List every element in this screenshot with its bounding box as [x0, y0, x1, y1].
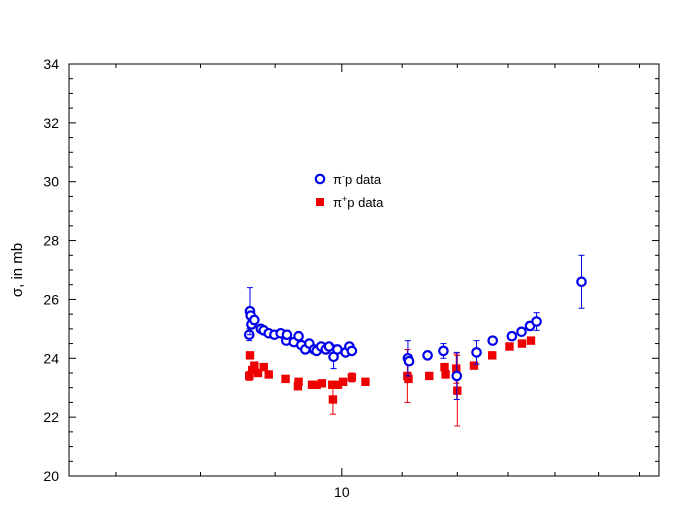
y-tick-label: 26: [43, 291, 59, 307]
data-point-circle: [516, 326, 527, 338]
data-point-circle: [323, 341, 335, 352]
y-tick-label: 30: [43, 174, 59, 190]
data-point-square: [440, 362, 449, 372]
data-point-square: [333, 380, 343, 389]
plot-frame: [68, 63, 660, 477]
data-point-square: [264, 370, 273, 379]
data-point-square: [250, 361, 259, 370]
data-point-circle: [451, 370, 463, 382]
legend-marker-open-circle: [314, 173, 326, 185]
y-tick-label: 22: [43, 409, 59, 425]
data-point-square: [328, 395, 338, 404]
data-point-square: [338, 377, 348, 387]
data-point-square: [452, 364, 461, 373]
marks-layer: [243, 254, 587, 427]
data-point-circle: [281, 329, 293, 341]
data-point-square: [247, 365, 257, 375]
data-point-circle: [403, 355, 415, 367]
x-tick-label: 10: [334, 484, 350, 500]
ticks-layer: 20 22 24 26 28 30 32 34 10: [43, 56, 659, 500]
data-point-circle: [506, 330, 518, 342]
data-point-square: [453, 386, 462, 395]
data-point-square: [488, 351, 497, 360]
data-point-circle: [293, 330, 304, 342]
data-point-square: [294, 377, 303, 387]
data-point-square: [317, 379, 327, 388]
data-point-circle: [249, 314, 260, 326]
data-point-square: [526, 336, 536, 345]
data-point-square: [505, 342, 514, 351]
legend-label-pi-plus: π+p data: [333, 194, 384, 210]
data-point-square: [404, 374, 413, 384]
data-point-square: [253, 368, 263, 378]
series-pi-minus: [243, 254, 587, 400]
data-point-circle: [487, 335, 499, 346]
series-pi-plus: [245, 336, 536, 427]
y-tick-label: 32: [43, 115, 59, 131]
data-point-square: [293, 382, 303, 391]
data-point-square: [517, 339, 527, 348]
axes-frame-layer: [68, 63, 660, 477]
data-point-circle: [531, 316, 542, 327]
legend: π-p data π+p data: [314, 171, 384, 210]
data-point-circle: [471, 347, 482, 358]
data-point-circle: [346, 345, 358, 357]
data-point-square: [347, 373, 357, 382]
y-axis-title: σ, in mb: [9, 243, 26, 297]
data-point-square: [307, 380, 317, 389]
data-point-square: [281, 374, 290, 384]
y-tick-label: 24: [43, 350, 59, 366]
data-point-square: [441, 370, 450, 379]
data-point-square: [469, 361, 479, 370]
data-point-square: [245, 351, 255, 360]
y-tick-label: 20: [43, 468, 59, 484]
data-point-square: [425, 371, 434, 381]
data-point-square: [312, 380, 321, 389]
data-point-square: [361, 377, 370, 387]
legend-marker-filled-square: [316, 198, 324, 206]
data-point-circle: [576, 276, 587, 288]
data-point-square: [245, 371, 254, 381]
y-tick-label: 34: [43, 56, 59, 72]
y-tick-label: 28: [43, 233, 59, 249]
data-point-circle: [422, 350, 433, 361]
legend-label-pi-minus: π-p data: [333, 171, 382, 187]
data-point-square: [259, 362, 268, 372]
data-point-circle: [438, 345, 449, 357]
